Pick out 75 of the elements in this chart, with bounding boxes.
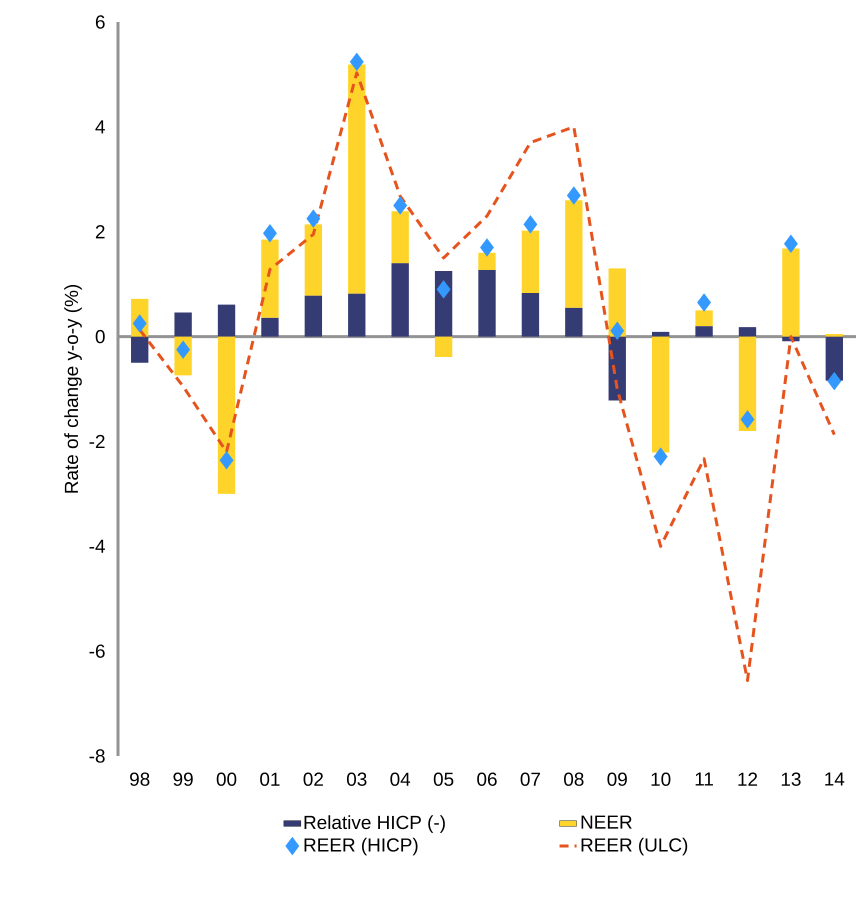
point xyxy=(480,238,494,257)
x-tick-label: 02 xyxy=(304,772,323,786)
y-tick-label: 0 xyxy=(96,330,105,344)
y-tick-label: -2 xyxy=(90,434,105,448)
bar xyxy=(304,296,322,337)
x-tick-label: 11 xyxy=(696,772,713,786)
point xyxy=(740,410,754,429)
point xyxy=(697,293,712,312)
point xyxy=(393,196,408,215)
legend-label: REER (HICP) xyxy=(304,838,418,856)
x-tick-label: 01 xyxy=(260,772,280,786)
y-tick-label: 4 xyxy=(95,120,105,134)
bar xyxy=(348,64,366,294)
x-tick-label: 13 xyxy=(782,772,801,786)
bar xyxy=(826,334,843,337)
point xyxy=(566,186,581,205)
point xyxy=(306,209,320,228)
x-tick-label: 09 xyxy=(607,772,627,786)
bar xyxy=(652,332,670,337)
legend-label: Relative HICP (-) xyxy=(304,815,445,833)
point xyxy=(610,322,624,340)
x-tick-label: 10 xyxy=(652,772,670,786)
bar xyxy=(738,327,756,337)
bar xyxy=(695,310,713,326)
bar xyxy=(826,336,843,381)
bar xyxy=(478,270,496,337)
point xyxy=(350,52,364,72)
point xyxy=(827,372,842,390)
bar xyxy=(261,318,279,337)
bar xyxy=(782,248,800,337)
y-tick-label: -8 xyxy=(90,749,105,763)
x-tick-label: 00 xyxy=(216,772,236,786)
x-tick-label: 12 xyxy=(738,772,758,786)
bar xyxy=(478,252,496,270)
x-tick-label: 98 xyxy=(130,772,150,786)
bar xyxy=(522,293,540,337)
bar xyxy=(391,263,409,337)
bar xyxy=(174,312,192,337)
bar xyxy=(348,294,366,337)
x-tick-label: 06 xyxy=(477,772,497,786)
bar xyxy=(304,224,322,296)
x-tick-label: 04 xyxy=(390,772,410,786)
point xyxy=(262,224,277,242)
bar xyxy=(261,240,279,318)
y-tick-label: 6 xyxy=(96,15,105,29)
bar xyxy=(434,336,452,358)
bar xyxy=(652,336,670,452)
point xyxy=(220,451,234,470)
bar xyxy=(131,336,148,363)
x-tick-label: 99 xyxy=(173,772,193,786)
point xyxy=(176,340,190,359)
bar xyxy=(218,336,236,494)
bar xyxy=(218,304,236,337)
point xyxy=(784,234,798,253)
x-tick-label: 05 xyxy=(434,772,454,786)
point xyxy=(654,447,668,466)
y-tick-label: 2 xyxy=(96,225,105,238)
x-tick-label: 14 xyxy=(825,772,844,786)
point xyxy=(523,215,538,234)
bar xyxy=(391,211,409,264)
bar xyxy=(565,308,583,337)
legend-label: REER (ULC) xyxy=(582,838,688,856)
y-tick-label: -4 xyxy=(90,540,105,553)
point xyxy=(132,314,147,333)
bar xyxy=(522,230,540,294)
point xyxy=(436,280,451,299)
bar xyxy=(565,200,583,308)
y-axis-title: Rate of change y-o-y (%) xyxy=(64,285,82,493)
y-tick-label: -6 xyxy=(90,644,105,658)
bar xyxy=(738,336,756,431)
x-tick-label: 08 xyxy=(564,772,584,786)
x-tick-label: 07 xyxy=(520,772,540,786)
x-tick-label: 03 xyxy=(346,772,366,786)
legend-label: NEER xyxy=(582,816,632,829)
bar xyxy=(695,326,713,337)
